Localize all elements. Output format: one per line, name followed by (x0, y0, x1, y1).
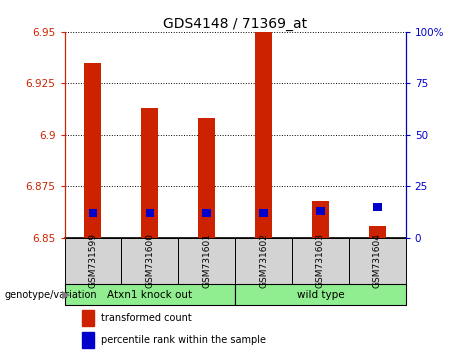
Text: ▶: ▶ (62, 290, 71, 300)
Bar (369, 225, 386, 238)
Bar (82, 332, 94, 348)
FancyBboxPatch shape (292, 238, 349, 284)
Bar (202, 209, 211, 217)
Bar (259, 209, 268, 217)
Bar (89, 209, 97, 217)
Bar (198, 119, 215, 238)
Text: GSM731602: GSM731602 (259, 234, 268, 289)
Bar (146, 209, 154, 217)
Text: GSM731604: GSM731604 (373, 234, 382, 289)
Text: genotype/variation: genotype/variation (5, 290, 97, 300)
FancyBboxPatch shape (65, 284, 235, 306)
Text: GSM731600: GSM731600 (145, 233, 154, 289)
Bar (373, 203, 382, 211)
Text: percentile rank within the sample: percentile rank within the sample (100, 335, 266, 345)
Title: GDS4148 / 71369_at: GDS4148 / 71369_at (163, 17, 307, 31)
Bar (255, 32, 272, 238)
Text: Atxn1 knock out: Atxn1 knock out (107, 290, 192, 300)
Bar (82, 310, 94, 326)
Bar (84, 63, 101, 238)
FancyBboxPatch shape (349, 238, 406, 284)
Text: GSM731601: GSM731601 (202, 233, 211, 289)
FancyBboxPatch shape (178, 238, 235, 284)
FancyBboxPatch shape (65, 238, 121, 284)
Text: transformed count: transformed count (100, 313, 191, 322)
Bar (142, 108, 159, 238)
FancyBboxPatch shape (235, 284, 406, 306)
Bar (312, 201, 329, 238)
FancyBboxPatch shape (235, 238, 292, 284)
Text: wild type: wild type (296, 290, 344, 300)
Text: GSM731599: GSM731599 (89, 233, 97, 289)
Text: GSM731603: GSM731603 (316, 233, 325, 289)
FancyBboxPatch shape (121, 238, 178, 284)
Bar (316, 207, 325, 215)
